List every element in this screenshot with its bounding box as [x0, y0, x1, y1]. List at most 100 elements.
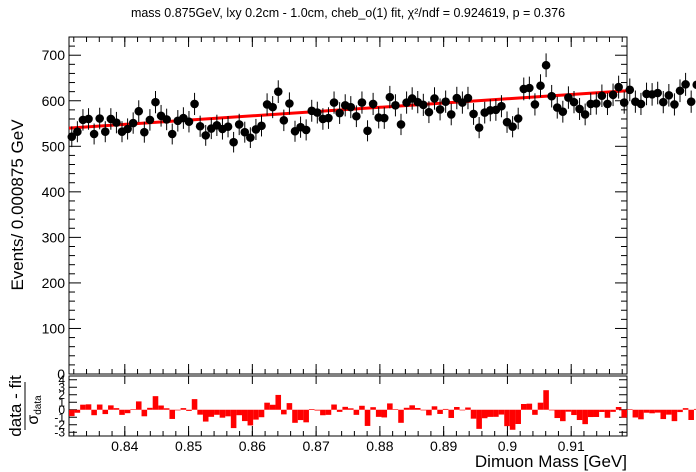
- chart-title: mass 0.875GeV, lxy 0.2cm - 1.0cm, cheb_o…: [131, 6, 565, 20]
- residual-y-tick-label: -2: [54, 418, 65, 432]
- data-point: [240, 121, 250, 143]
- residual-bar: [660, 409, 667, 420]
- residual-bar: [688, 409, 694, 421]
- data-point: [396, 113, 406, 136]
- data-marker: [575, 104, 584, 114]
- residual-bar: [197, 409, 203, 415]
- residual-y-tick-label: -1: [54, 410, 65, 424]
- data-marker: [246, 133, 255, 142]
- residual-bar: [325, 409, 332, 415]
- data-marker: [95, 114, 104, 123]
- data-point: [89, 123, 99, 145]
- data-point: [223, 116, 233, 138]
- data-marker: [441, 97, 450, 106]
- residual-bar: [627, 409, 633, 410]
- residual-y-tick-label: 1: [58, 395, 65, 409]
- residual-bar: [632, 409, 639, 418]
- residual-bar: [214, 409, 220, 415]
- residual-y-tick-label: -3: [54, 425, 65, 439]
- data-marker: [435, 105, 445, 114]
- data-marker: [625, 85, 635, 95]
- data-marker: [346, 102, 356, 112]
- data-marker: [67, 132, 77, 142]
- data-marker: [100, 127, 110, 137]
- data-marker: [508, 122, 517, 132]
- residual-bar: [85, 404, 92, 410]
- residual-bar: [180, 408, 187, 410]
- residual-bar: [102, 409, 109, 415]
- data-point: [246, 127, 255, 149]
- x-tick-label: 0.88: [366, 438, 393, 454]
- y-tick-label: 0: [57, 366, 65, 382]
- data-marker: [385, 92, 395, 102]
- data-point: [658, 90, 668, 114]
- residual-bar: [225, 409, 231, 417]
- residual-bar: [348, 408, 354, 410]
- data-marker: [664, 90, 674, 100]
- data-marker: [597, 91, 607, 101]
- data-marker: [329, 98, 339, 107]
- residual-bar: [526, 403, 533, 410]
- data-marker: [201, 131, 211, 140]
- data-point: [664, 84, 674, 107]
- data-point: [363, 120, 372, 142]
- residual-bar: [649, 409, 655, 414]
- residual-bar: [91, 409, 97, 416]
- residual-bar: [615, 406, 622, 410]
- residual-bar: [465, 407, 471, 410]
- data-marker: [268, 102, 277, 112]
- residual-bar: [119, 409, 125, 415]
- data-point: [670, 93, 679, 116]
- data-point: [268, 96, 277, 119]
- data-marker: [123, 124, 132, 134]
- residual-bar: [158, 405, 164, 410]
- data-point: [162, 108, 171, 131]
- data-point: [441, 90, 450, 113]
- data-point: [368, 92, 378, 116]
- residual-bar: [381, 409, 388, 418]
- x-tick-label: 0.91: [558, 438, 585, 454]
- data-marker: [463, 93, 473, 103]
- data-point: [547, 84, 556, 108]
- data-point: [140, 121, 149, 143]
- data-marker: [530, 100, 540, 109]
- residual-bar: [230, 409, 237, 429]
- residual-bar: [135, 401, 142, 410]
- data-point: [603, 92, 612, 116]
- residual-bar: [191, 399, 198, 410]
- data-marker: [234, 120, 244, 129]
- main-plot-panel: 0 100 200 300 400 500 600 700 Events/ 0.000875 …: [8, 36, 696, 382]
- data-point: [190, 92, 199, 116]
- data-marker: [140, 127, 149, 137]
- data-point: [357, 91, 367, 114]
- data-point: [201, 124, 211, 146]
- main-axis-ticks: 0 100 200 300 400 500 600 700: [42, 36, 627, 382]
- data-point: [352, 105, 361, 128]
- residual-bar: [638, 409, 644, 420]
- residual-ylabel-sigma: σ: [25, 415, 42, 425]
- y-axis-label: Events/ 0.000875 GeV: [8, 119, 27, 291]
- y-tick-label: 200: [42, 275, 66, 291]
- data-marker: [614, 82, 623, 92]
- data-point: [575, 97, 584, 120]
- residual-ylabel-subscript: data: [33, 395, 44, 415]
- residual-bar: [693, 408, 696, 410]
- residual-bar: [336, 409, 343, 412]
- residual-bar: [364, 409, 371, 426]
- residual-bar: [370, 407, 376, 410]
- data-marker: [363, 126, 372, 136]
- residual-bar: [186, 409, 192, 411]
- residual-bar: [219, 409, 226, 418]
- data-marker: [446, 110, 456, 119]
- data-marker: [257, 121, 266, 131]
- data-marker: [675, 86, 685, 96]
- residual-bar: [409, 405, 415, 410]
- data-marker: [240, 127, 250, 137]
- data-point: [329, 91, 339, 114]
- data-point: [580, 103, 590, 126]
- data-marker: [424, 107, 434, 117]
- data-point: [95, 107, 104, 130]
- residual-y-tick-label: 2: [58, 388, 65, 402]
- data-marker: [352, 111, 361, 121]
